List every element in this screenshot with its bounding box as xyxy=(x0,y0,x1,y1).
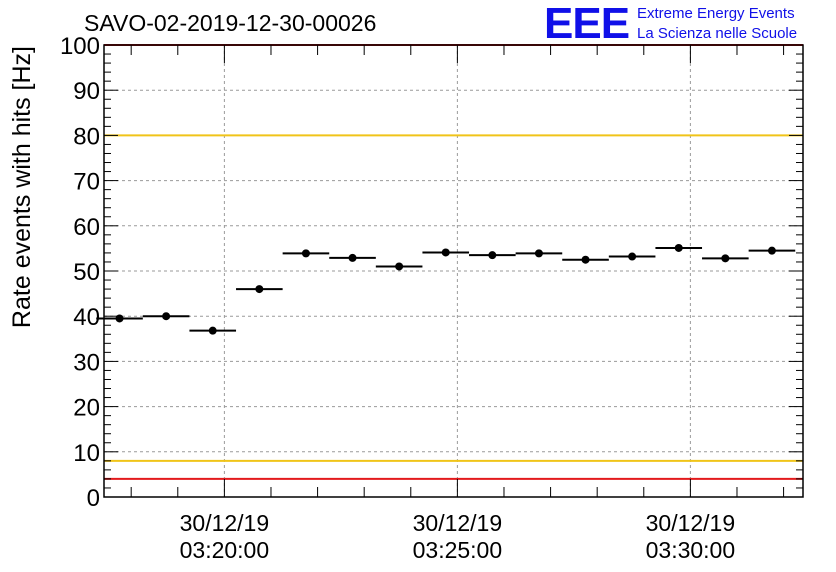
y-tick-label: 20 xyxy=(73,395,100,422)
point-marker xyxy=(255,285,264,294)
data-points xyxy=(96,243,796,335)
data-point xyxy=(469,251,516,260)
chart-title: SAVO-02-2019-12-30-00026 xyxy=(84,10,376,36)
axes xyxy=(103,44,804,498)
point-marker xyxy=(628,252,637,261)
eee-logo-mark: EEE xyxy=(544,0,630,48)
x-tick-label-date: 30/12/19 xyxy=(413,510,503,536)
data-point xyxy=(562,255,609,264)
data-point xyxy=(515,249,563,258)
eee-logo: EEE Extreme Energy Events La Scienza nel… xyxy=(544,2,834,46)
data-point xyxy=(748,246,796,255)
y-tick-label: 50 xyxy=(73,259,100,286)
data-point xyxy=(375,262,423,271)
x-tick-label-date: 30/12/19 xyxy=(646,510,736,536)
y-tick-label: 80 xyxy=(73,123,100,150)
y-tick-label: 60 xyxy=(73,214,100,241)
eee-logo-line1: Extreme Energy Events xyxy=(637,5,795,22)
y-tick-label: 0 xyxy=(87,485,100,512)
y-tick-label: 40 xyxy=(73,304,100,331)
point-marker xyxy=(301,249,310,258)
point-marker xyxy=(395,262,404,271)
data-point xyxy=(189,326,237,335)
reference-lines xyxy=(104,44,803,480)
y-tick-label: 100 xyxy=(60,33,100,60)
x-tick-label-date: 30/12/19 xyxy=(180,510,270,536)
point-marker xyxy=(115,314,124,323)
x-tick-label-time: 03:20:00 xyxy=(180,537,270,563)
y-tick-label: 30 xyxy=(73,349,100,376)
point-marker xyxy=(162,312,171,321)
grid xyxy=(104,45,803,497)
data-point xyxy=(422,248,470,257)
y-tick-label: 10 xyxy=(73,440,100,467)
data-point xyxy=(142,312,190,321)
point-marker xyxy=(721,254,730,263)
data-point xyxy=(655,243,703,252)
data-point xyxy=(96,314,143,323)
point-marker xyxy=(581,255,590,264)
point-marker xyxy=(534,249,543,258)
data-point xyxy=(236,285,283,294)
x-tick-label-time: 03:30:00 xyxy=(646,537,736,563)
data-point xyxy=(702,254,749,263)
data-point xyxy=(282,249,330,258)
point-marker xyxy=(767,246,776,255)
x-tick-label-time: 03:25:00 xyxy=(413,537,503,563)
axis-labels: 010203040506070809010030/12/1903:20:0030… xyxy=(60,33,735,563)
eee-logo-line2: La Scienza nelle Scuole xyxy=(637,25,798,42)
y-tick-label: 70 xyxy=(73,169,100,196)
point-marker xyxy=(441,248,450,257)
y-tick-label: 90 xyxy=(73,78,100,105)
data-point xyxy=(329,253,376,262)
data-point xyxy=(608,252,656,261)
point-marker xyxy=(208,326,217,335)
point-marker xyxy=(488,251,497,260)
y-axis-title: Rate events with hits [Hz] xyxy=(8,46,36,328)
point-marker xyxy=(674,243,683,252)
point-marker xyxy=(348,253,357,262)
